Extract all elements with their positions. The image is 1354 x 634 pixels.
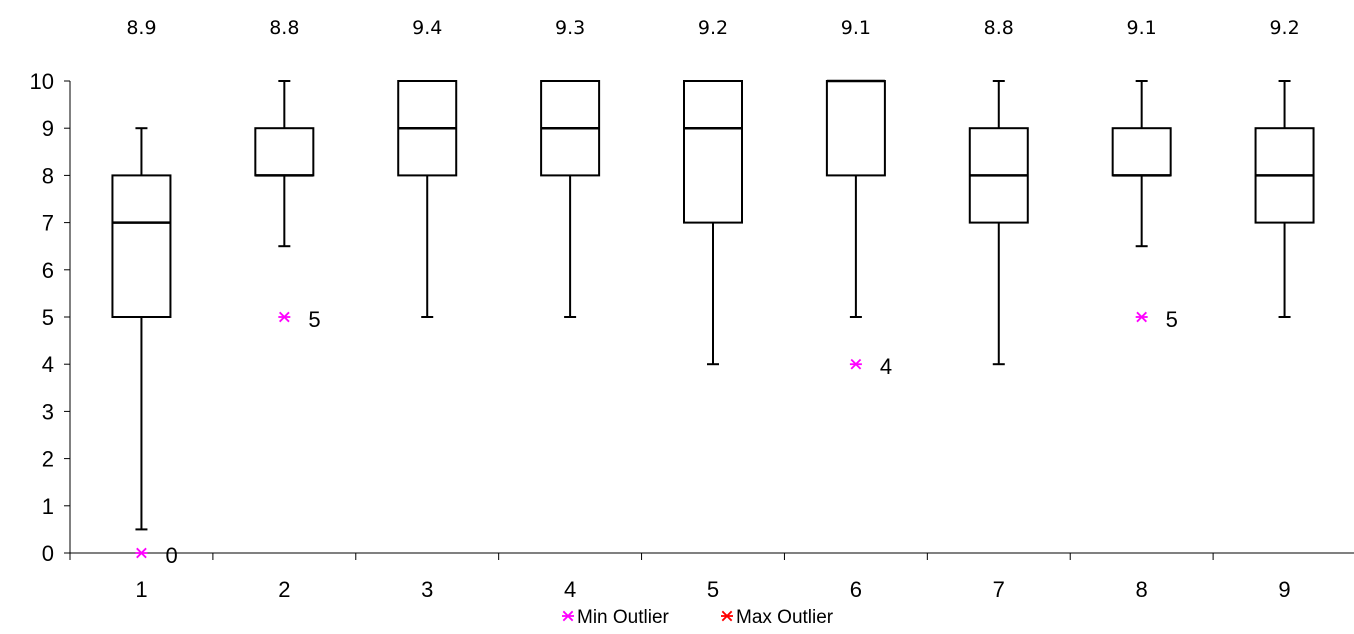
mean-label: 8.8 bbox=[269, 17, 299, 39]
legend-marker bbox=[721, 610, 733, 622]
asterisk-stroke bbox=[850, 358, 862, 370]
x-tick-label: 7 bbox=[993, 577, 1005, 602]
box-9 bbox=[1254, 80, 1315, 318]
mean-label: 8.9 bbox=[126, 17, 156, 39]
outlier-label: 4 bbox=[880, 354, 892, 379]
box-7 bbox=[968, 80, 1029, 366]
box-2 bbox=[254, 80, 315, 248]
y-tick-label: 7 bbox=[42, 211, 54, 236]
y-tick-label: 4 bbox=[42, 352, 54, 377]
legend-label: Min Outlier bbox=[577, 607, 670, 628]
y-tick-label: 10 bbox=[30, 69, 54, 94]
iqr-box bbox=[1111, 127, 1172, 177]
min-outlier-marker bbox=[849, 358, 862, 370]
legend-marker bbox=[562, 610, 574, 622]
asterisk-stroke bbox=[136, 547, 147, 559]
box-4 bbox=[540, 80, 601, 318]
y-tick-label: 2 bbox=[42, 447, 54, 472]
mean-label: 9.2 bbox=[1269, 17, 1299, 39]
x-tick-label: 6 bbox=[850, 577, 862, 602]
asterisk-stroke bbox=[1136, 311, 1147, 323]
y-tick-label: 0 bbox=[42, 541, 54, 566]
outlier-label: 0 bbox=[165, 543, 177, 568]
legend-item-max-outlier: Max Outlier bbox=[721, 607, 834, 628]
box-5 bbox=[683, 80, 743, 366]
box-1 bbox=[111, 127, 172, 531]
mean-labels-layer: 8.9 8.8 9.4 9.3 9.2 9.1 8.8 9.1 9.2 bbox=[126, 17, 1299, 39]
min-outlier-marker bbox=[1135, 311, 1148, 323]
box-6 bbox=[825, 79, 886, 318]
outlier-label: 5 bbox=[1166, 307, 1178, 332]
y-tick-label: 3 bbox=[42, 399, 54, 424]
legend: Min Outlier Max Outlier bbox=[562, 607, 834, 628]
min-outlier-marker bbox=[135, 547, 148, 559]
y-tick-label: 5 bbox=[42, 305, 54, 330]
outlier-label: 5 bbox=[308, 307, 320, 332]
asterisk-stroke bbox=[279, 311, 290, 323]
mean-label: 8.8 bbox=[984, 17, 1014, 39]
iqr-box bbox=[254, 127, 315, 177]
legend-item-min-outlier: Min Outlier bbox=[562, 607, 670, 628]
outliers-layer: 0 5 4 5 bbox=[135, 307, 1178, 568]
mean-label: 9.3 bbox=[555, 17, 585, 39]
mean-label: 9.1 bbox=[1127, 17, 1157, 39]
box-8 bbox=[1111, 80, 1172, 248]
asterisk-stroke bbox=[721, 610, 733, 622]
y-tick-label: 8 bbox=[42, 163, 54, 188]
asterisk-stroke bbox=[562, 610, 574, 622]
boxes-layer bbox=[111, 79, 1315, 531]
legend-label: Max Outlier bbox=[736, 607, 834, 628]
min-outlier-marker bbox=[278, 311, 291, 323]
mean-label: 9.1 bbox=[841, 17, 871, 39]
x-tick-label: 9 bbox=[1278, 577, 1290, 602]
y-tick-label: 9 bbox=[42, 116, 54, 141]
x-tick-label: 5 bbox=[707, 577, 719, 602]
mean-label: 9.2 bbox=[698, 17, 728, 39]
box-3 bbox=[397, 80, 458, 318]
x-tick-label: 8 bbox=[1136, 577, 1148, 602]
iqr-box bbox=[683, 80, 743, 224]
mean-label: 9.4 bbox=[412, 17, 442, 39]
x-tick-label: 2 bbox=[278, 577, 290, 602]
x-tick-label: 3 bbox=[421, 577, 433, 602]
iqr-box bbox=[825, 80, 886, 177]
x-tick-label: 1 bbox=[135, 577, 147, 602]
iqr-box bbox=[111, 174, 172, 318]
y-tick-label: 1 bbox=[42, 494, 54, 519]
y-tick-label: 6 bbox=[42, 258, 54, 283]
x-tick-label: 4 bbox=[564, 577, 576, 602]
